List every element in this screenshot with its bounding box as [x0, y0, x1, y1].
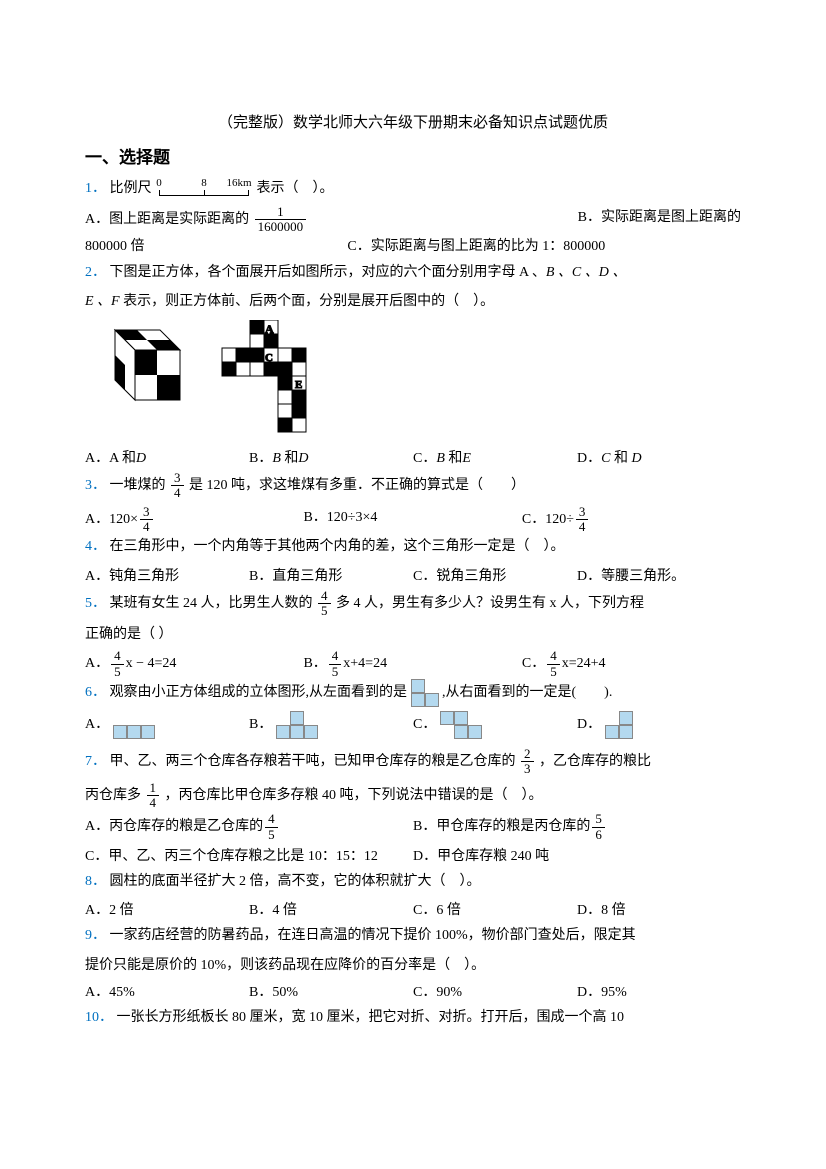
- option-d: D．95%: [577, 980, 741, 1005]
- qtext: 甲、乙、两三个仓库各存粮若干吨，已知甲仓库存的粮是乙仓库的: [110, 754, 516, 769]
- option-c: C．B 和E: [413, 446, 577, 471]
- scale-ruler-icon: 0 8 16km: [159, 180, 249, 196]
- option-c: C．6 倍: [413, 898, 577, 923]
- option-a: A．钝角三角形: [85, 564, 249, 589]
- qtext: ，乙仓库存的粮比: [539, 754, 651, 769]
- qnum: 7．: [85, 754, 106, 769]
- option-c: C．实际距离与图上距离的比为 1：800000: [347, 234, 605, 259]
- option-a: A．图上距离是实际距离的 11600000: [85, 205, 308, 235]
- front-view-shape: [411, 679, 439, 707]
- question-10: 10． 一张长方形纸板长 80 厘米，宽 10 厘米，把它对折、对折。打开后，围…: [85, 1005, 741, 1030]
- question-4: 4． 在三角形中，一个内角等于其他两个内角的差，这个三角形一定是（ ）。: [85, 534, 741, 559]
- question-3: 3． 一堆煤的 34 是 120 吨，求这堆煤有多重．不正确的算式是（ ）: [85, 471, 741, 501]
- option-c: C．90%: [413, 980, 577, 1005]
- option-b: B．50%: [249, 980, 413, 1005]
- qtext: 圆柱的底面半径扩大 2 倍，高不变，它的体积就扩大（ ）。: [110, 874, 481, 889]
- qtext: 一堆煤的: [110, 478, 166, 493]
- option-b: B．45x+4=24: [303, 649, 521, 679]
- option-d: D．C 和 D: [577, 446, 741, 471]
- option-a: A．45x − 4=24: [85, 649, 303, 679]
- question-2: 2． 下图是正方体，各个面展开后如图所示，对应的六个面分别用字母 A 、B 、C…: [85, 260, 741, 285]
- option-a: A．A 和D: [85, 446, 249, 471]
- qtail: 表示（ ）。: [257, 181, 334, 196]
- qnum: 8．: [85, 874, 106, 889]
- option-a: A．2 倍: [85, 898, 249, 923]
- option-a: A．丙仓库存的粮是乙仓库的45: [85, 812, 413, 842]
- option-b: B．直角三角形: [249, 564, 413, 589]
- question-9: 9． 一家药店经营的防暑药品，在连日高温的情况下提价 100%，物价部门查处后，…: [85, 923, 741, 948]
- qtext: 下图是正方体，各个面展开后如图所示，对应的六个面分别用字母 A 、: [110, 265, 546, 280]
- option-d: D．等腰三角形。: [577, 564, 741, 589]
- qtext: ，丙仓库比甲仓库多存粮 40 吨，下列说法中错误的是（ ）。: [165, 788, 543, 803]
- svg-text:C: C: [265, 352, 273, 364]
- option-c: C．: [413, 711, 577, 739]
- qtext: 正确的是（ ）: [85, 622, 741, 647]
- option-d: D．甲仓库存粮 240 吨: [413, 844, 741, 869]
- qtext: 多 4 人，男生有多少人？设男生有 x 人，下列方程: [336, 596, 644, 611]
- option-b: B．甲仓库存的粮是丙仓库的56: [413, 812, 741, 842]
- qtext: 丙仓库多: [85, 788, 141, 803]
- question-7: 7． 甲、乙、两三个仓库各存粮若干吨，已知甲仓库存的粮是乙仓库的 23 ，乙仓库…: [85, 747, 741, 777]
- option-a: A．: [85, 711, 249, 739]
- question-1: 1． 比例尺 0 8 16km 表示（ ）。: [85, 176, 741, 201]
- qtext: 在三角形中，一个内角等于其他两个内角的差，这个三角形一定是（ ）。: [110, 539, 565, 554]
- option-b: B．B 和D: [249, 446, 413, 471]
- svg-text:E: E: [295, 379, 302, 391]
- option-b: B．120÷3×4: [303, 505, 521, 535]
- qtext: 是 120 吨，求这堆煤有多重．不正确的算式是（ ）: [189, 478, 525, 493]
- option-c: C．甲、乙、丙三个仓库存粮之比是 10：15：12: [85, 844, 413, 869]
- qtext: 观察由小正方体组成的立体图形,从左面看到的是: [110, 685, 408, 700]
- section-header: 一、选择题: [85, 143, 741, 174]
- option-b: B．: [249, 711, 413, 739]
- italic-text: E 、F: [85, 294, 120, 309]
- cube-figure: A B C D E F: [85, 320, 741, 440]
- svg-text:D: D: [295, 352, 303, 364]
- question-6: 6． 观察由小正方体组成的立体图形,从左面看到的是 ,从右面看到的一定是( ).: [85, 679, 741, 707]
- qnum: 6．: [85, 685, 106, 700]
- question-5: 5． 某班有女生 24 人，比男生人数的 45 多 4 人，男生有多少人？设男生…: [85, 589, 741, 619]
- option-c: C．45x=24+4: [522, 649, 740, 679]
- question-8: 8． 圆柱的底面半径扩大 2 倍，高不变，它的体积就扩大（ ）。: [85, 869, 741, 894]
- option-d: D．: [577, 711, 741, 739]
- qtext: 一家药店经营的防暑药品，在连日高温的情况下提价 100%，物价部门查处后，限定其: [110, 928, 636, 943]
- qtext: 表示，则正方体前、后两个面，分别是展开后图中的（ ）。: [120, 294, 495, 309]
- qtext: 比例尺: [110, 181, 152, 196]
- qnum: 10．: [85, 1010, 113, 1025]
- qnum: 5．: [85, 596, 106, 611]
- svg-text:B: B: [240, 352, 248, 364]
- qnum: 9．: [85, 928, 106, 943]
- doc-title: （完整版）数学北师大六年级下册期末必备知识点试题优质: [85, 110, 741, 137]
- qtext: 一张长方形纸板长 80 厘米，宽 10 厘米，把它对折、对折。打开后，围成一个高…: [117, 1010, 625, 1025]
- svg-text:F: F: [295, 407, 302, 419]
- cube-net-icon: A B C D E F: [205, 320, 375, 440]
- q1-line2a: 800000 倍: [85, 234, 347, 259]
- qtext: 提价只能是原价的 10%，则该药品现在应降价的百分率是（ ）。: [85, 953, 741, 978]
- option-a: A．45%: [85, 980, 249, 1005]
- italic-text: B 、C 、D 、: [546, 265, 627, 280]
- cube-3d-icon: [85, 320, 185, 410]
- qnum: 1．: [85, 181, 106, 196]
- qnum: 4．: [85, 539, 106, 554]
- option-c: C．120÷34: [522, 505, 740, 535]
- option-d: D．8 倍: [577, 898, 741, 923]
- option-c: C．锐角三角形: [413, 564, 577, 589]
- option-a: A．120×34: [85, 505, 303, 535]
- option-b: B．4 倍: [249, 898, 413, 923]
- option-b: B．实际距离是图上距离的: [578, 205, 741, 235]
- qtext: 某班有女生 24 人，比男生人数的: [110, 596, 313, 611]
- svg-text:A: A: [265, 322, 274, 336]
- qnum: 3．: [85, 478, 106, 493]
- qtext: ,从右面看到的一定是( ).: [442, 685, 612, 700]
- qnum: 2．: [85, 265, 106, 280]
